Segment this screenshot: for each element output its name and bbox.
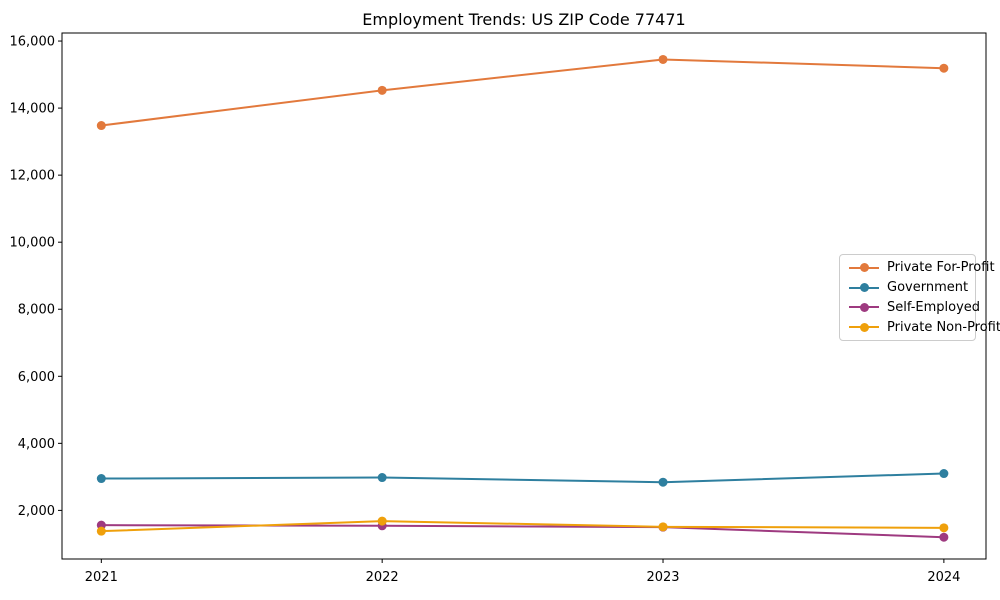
data-point — [96, 474, 106, 484]
legend-label: Self-Employed — [887, 299, 981, 315]
legend-line-marker-icon — [849, 322, 879, 332]
axes-frame — [61, 32, 987, 560]
series-line — [101, 58, 944, 127]
legend-line-marker-icon — [849, 263, 879, 273]
chart-legend: Private For-Profit Government Self-Emplo… — [839, 254, 1000, 341]
legend-item-self-employed: Self-Employed — [849, 298, 980, 318]
data-point — [658, 54, 668, 64]
legend-line-marker-icon — [849, 302, 879, 312]
y-tick-label: 8,000 — [18, 303, 55, 318]
legend-item-government: Government — [849, 278, 969, 298]
series-private-for-profit — [96, 54, 949, 131]
x-tick-label: 2021 — [85, 570, 118, 585]
series-line — [101, 520, 944, 533]
y-tick-label: 12,000 — [10, 169, 56, 184]
data-point — [377, 516, 387, 526]
series-line — [101, 472, 944, 484]
data-point — [377, 85, 387, 95]
legend-label: Government — [887, 280, 969, 296]
data-point — [939, 469, 949, 479]
data-point — [939, 63, 949, 73]
series-government — [96, 469, 949, 487]
x-tick-label: 2022 — [366, 570, 399, 585]
y-tick-label: 2,000 — [18, 504, 55, 519]
legend-line-marker-icon — [849, 283, 879, 293]
data-point — [96, 121, 106, 131]
legend-item-private-for-profit: Private For-Profit — [849, 258, 995, 278]
data-point — [658, 522, 668, 532]
data-point — [658, 477, 668, 487]
data-point — [377, 473, 387, 483]
x-tick-label: 2024 — [927, 570, 960, 585]
y-tick-label: 14,000 — [10, 102, 56, 117]
legend-label: Private For-Profit — [887, 260, 995, 276]
legend-label: Private Non-Profit — [887, 319, 1000, 335]
x-axis: 2021 2022 2023 2024 — [85, 559, 960, 585]
data-point — [939, 532, 949, 542]
y-tick-label: 6,000 — [18, 370, 55, 385]
y-tick-label: 10,000 — [10, 236, 56, 251]
chart-title: Employment Trends: US ZIP Code 77471 — [362, 10, 686, 29]
data-point — [939, 523, 949, 533]
x-tick-label: 2023 — [646, 570, 679, 585]
data-point — [96, 526, 106, 536]
legend-item-private-non-profit: Private Non-Profit — [849, 317, 1000, 337]
series-private-non-profit — [96, 516, 949, 536]
y-tick-label: 4,000 — [18, 437, 55, 452]
y-axis: 2,000 4,000 6,000 8,000 10,000 12,000 14,000 16… — [10, 35, 62, 519]
y-tick-label: 16,000 — [10, 35, 56, 50]
